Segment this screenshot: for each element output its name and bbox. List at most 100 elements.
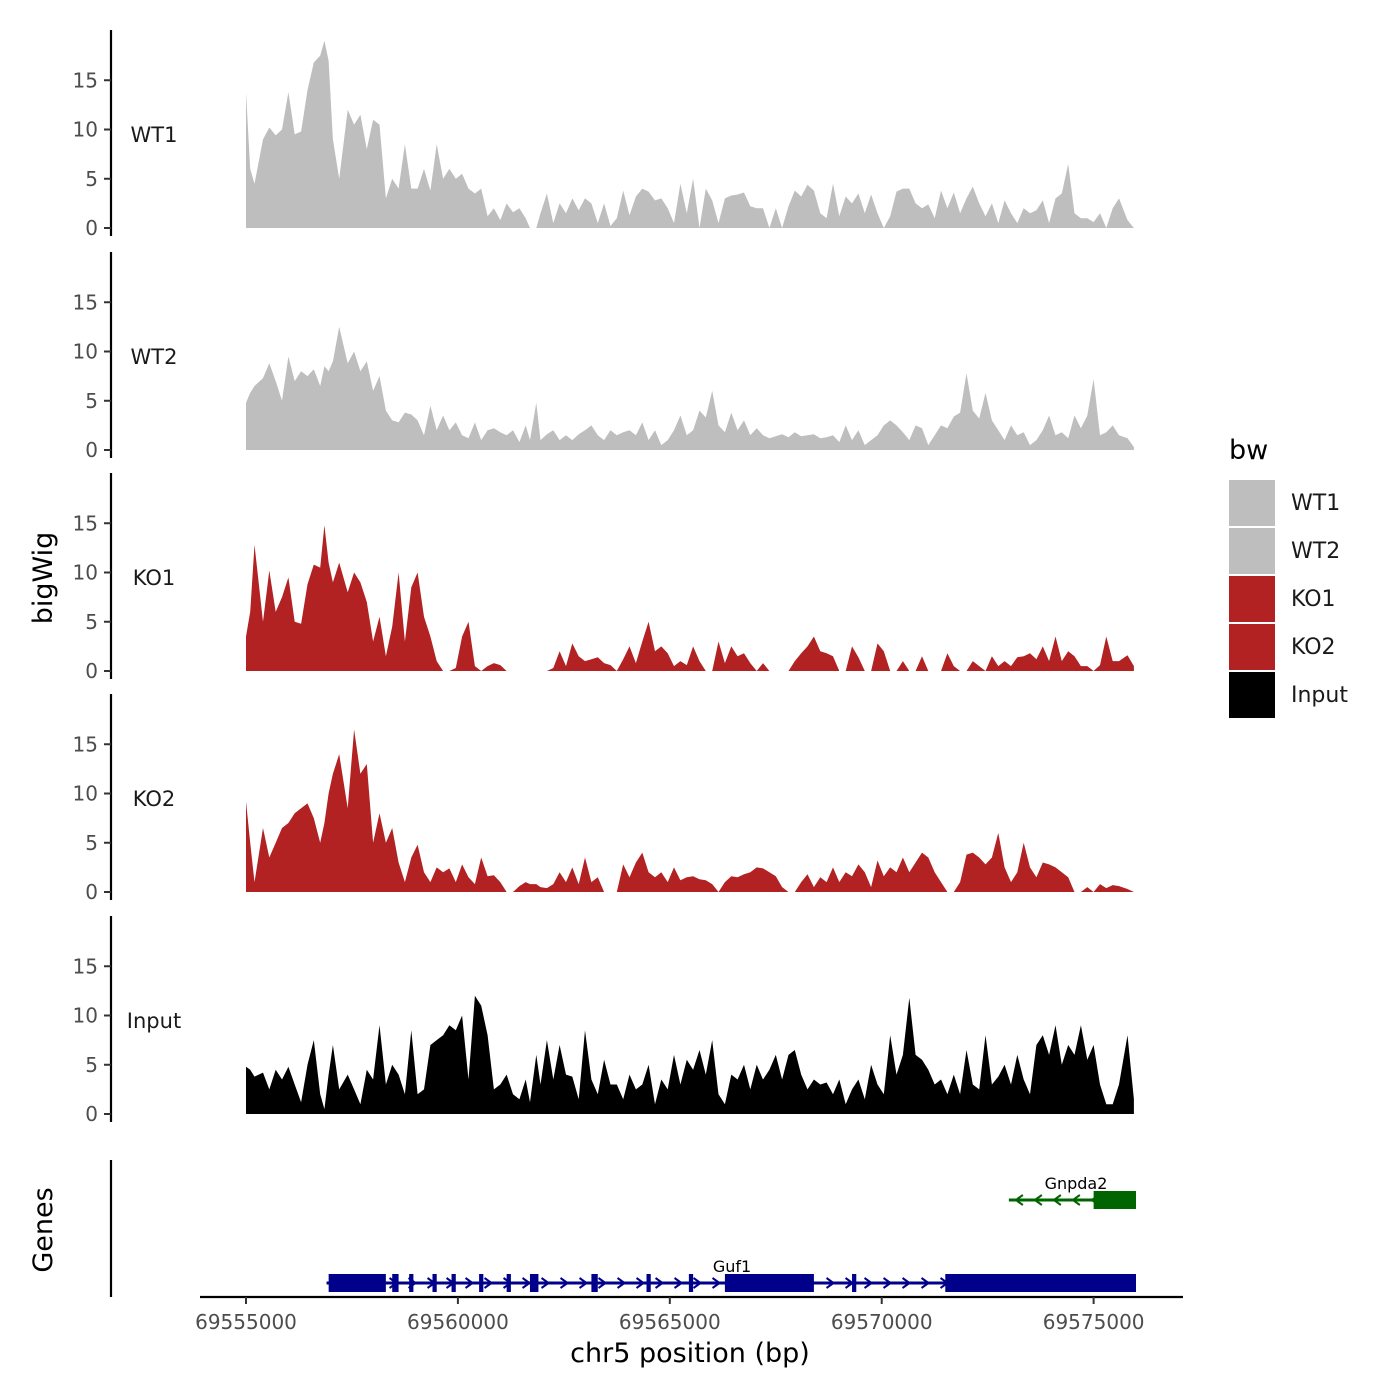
x-tick-label: 69555000 xyxy=(195,1310,297,1334)
y-tick-label: 0 xyxy=(85,1102,98,1126)
genes-axis-title: Genes xyxy=(28,1187,59,1272)
legend-label: KO2 xyxy=(1291,635,1336,660)
series-area-ko2 xyxy=(246,729,1134,892)
track-wt1: 0 5 10 15 WT1 xyxy=(73,30,1134,240)
strand-chevron xyxy=(901,1277,912,1289)
y-tick-label: 5 xyxy=(85,1053,98,1077)
strand-chevron xyxy=(635,1277,646,1289)
gene-exon xyxy=(591,1274,598,1292)
legend-item-input: Input xyxy=(1229,672,1348,718)
gene-exon xyxy=(646,1274,651,1292)
strand-chevron xyxy=(825,1277,836,1289)
gene-guf1: Guf1 xyxy=(326,1257,1136,1292)
strand-chevron xyxy=(711,1277,722,1289)
x-axis-title: chr5 position (bp) xyxy=(570,1338,810,1369)
gene-gnpda2: Gnpda2 xyxy=(1008,1174,1136,1209)
strand-chevron xyxy=(559,1277,570,1289)
legend-title: bw xyxy=(1229,435,1268,466)
track-label: KO1 xyxy=(133,566,176,590)
y-tick-label: 10 xyxy=(73,782,98,806)
strand-chevron xyxy=(540,1277,551,1289)
legend-item-ko2: KO2 xyxy=(1229,624,1336,670)
gene-exon xyxy=(451,1274,456,1292)
y-tick-label: 10 xyxy=(73,561,98,585)
y-tick-label: 15 xyxy=(73,68,98,92)
legend-swatch xyxy=(1229,624,1275,670)
x-axis: 69555000 69560000 69565000 69570000 69575000 xyxy=(195,1295,1183,1334)
y-tick-label: 15 xyxy=(73,511,98,535)
x-tick-label: 69570000 xyxy=(831,1310,933,1334)
y-tick-label: 10 xyxy=(73,118,98,142)
gene-exon xyxy=(852,1274,857,1292)
gene-exon xyxy=(724,1274,814,1292)
gene-exon xyxy=(688,1274,694,1292)
strand-chevron xyxy=(654,1277,665,1289)
legend-item-wt2: WT2 xyxy=(1229,528,1340,574)
y-tick-label: 10 xyxy=(73,1004,98,1028)
genes-layer: Gnpda2 Guf1 xyxy=(326,1174,1136,1292)
track-wt2: 0 5 10 15 WT2 xyxy=(73,252,1134,462)
y-tick-label: 0 xyxy=(85,216,98,240)
track-ko2: 0 5 10 15 KO2 xyxy=(73,694,1134,904)
strand-chevron xyxy=(1071,1194,1081,1206)
track-label: WT2 xyxy=(131,345,178,369)
strand-chevron xyxy=(920,1277,931,1289)
y-tick-label: 0 xyxy=(85,880,98,904)
y-tick-label: 5 xyxy=(85,389,98,413)
strand-chevron xyxy=(521,1277,532,1289)
legend-swatch xyxy=(1229,528,1275,574)
gene-exon xyxy=(392,1274,399,1292)
gene-exon xyxy=(529,1274,539,1292)
strand-chevron xyxy=(1033,1194,1043,1206)
strand-chevron xyxy=(464,1277,475,1289)
legend-label: WT1 xyxy=(1291,491,1340,516)
legend-label: Input xyxy=(1291,683,1348,708)
x-tick-label: 69575000 xyxy=(1043,1310,1145,1334)
strand-chevron xyxy=(578,1277,589,1289)
legend-swatch xyxy=(1229,480,1275,526)
gene-exon xyxy=(409,1274,414,1292)
series-area-wt1 xyxy=(246,40,1134,228)
y-tick-label: 0 xyxy=(85,659,98,683)
track-label: KO2 xyxy=(133,787,176,811)
strand-chevron xyxy=(483,1277,494,1289)
y-tick-label: 5 xyxy=(85,831,98,855)
y-tick-label: 0 xyxy=(85,438,98,462)
y-tick-label: 5 xyxy=(85,610,98,634)
strand-chevron xyxy=(863,1277,874,1289)
legend-swatch xyxy=(1229,576,1275,622)
track-input: 0 5 10 15 Input xyxy=(73,916,1134,1126)
strand-chevron xyxy=(597,1277,608,1289)
x-tick-label: 69560000 xyxy=(407,1310,509,1334)
y-tick-label: 5 xyxy=(85,167,98,191)
gene-exon xyxy=(506,1274,511,1292)
strand-chevron xyxy=(1052,1194,1062,1206)
legend-item-ko1: KO1 xyxy=(1229,576,1336,622)
tracks-layer: 0 5 10 15 WT1 0 5 10 15 WT2 0 5 10 15 KO1 0 5 10 15 KO2 0 5 10… xyxy=(73,30,1134,1126)
legend-item-wt1: WT1 xyxy=(1229,480,1340,526)
legend-items: WT1 WT2 KO1 KO2 Input xyxy=(1229,480,1348,718)
gene-label: Guf1 xyxy=(713,1257,751,1276)
gene-exon xyxy=(945,1274,1136,1292)
strand-chevron xyxy=(692,1277,703,1289)
gene-exon xyxy=(1093,1191,1136,1209)
gene-exon xyxy=(328,1274,386,1292)
track-label: Input xyxy=(127,1009,181,1033)
gene-exon xyxy=(479,1274,484,1292)
legend: bw WT1 WT2 KO1 KO2 Input xyxy=(1229,435,1348,718)
y-axis-title: bigWig xyxy=(28,532,59,625)
y-tick-label: 15 xyxy=(73,732,98,756)
legend-label: KO1 xyxy=(1291,587,1336,612)
series-area-wt2 xyxy=(246,326,1134,450)
series-area-input xyxy=(246,995,1134,1114)
strand-chevron xyxy=(882,1277,893,1289)
strand-chevron xyxy=(1014,1194,1024,1206)
y-tick-label: 15 xyxy=(73,290,98,314)
series-area-ko1 xyxy=(246,525,1134,671)
x-tick-label: 69565000 xyxy=(619,1310,721,1334)
y-tick-label: 10 xyxy=(73,340,98,364)
gene-exon xyxy=(432,1274,437,1292)
gene-label: Gnpda2 xyxy=(1045,1174,1108,1193)
strand-chevron xyxy=(616,1277,627,1289)
